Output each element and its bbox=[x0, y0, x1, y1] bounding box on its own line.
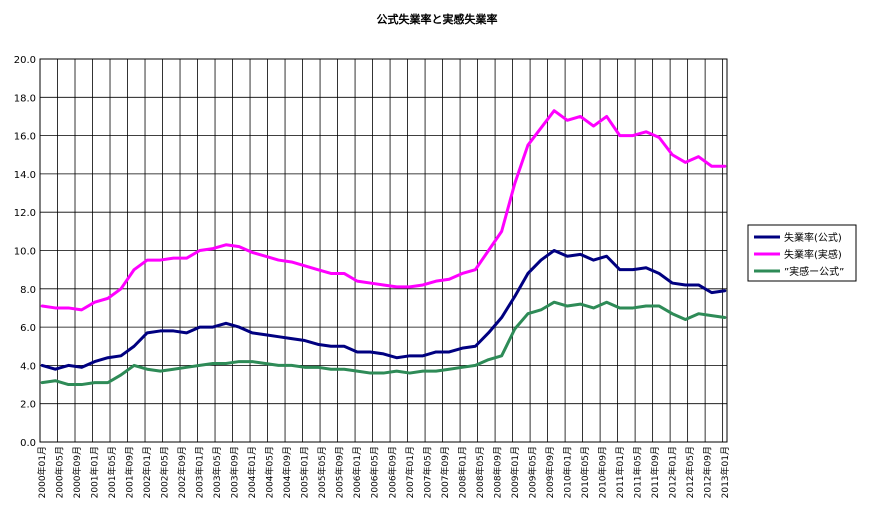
x-tick-label: 2010年05月 bbox=[579, 446, 591, 498]
x-tick-label: 2005年05月 bbox=[316, 446, 328, 498]
x-tick-label: 2012年05月 bbox=[684, 446, 696, 498]
x-tick-label: 2005年01月 bbox=[299, 446, 311, 498]
legend: 失業率(公式) 失業率(実感) ”実感ー公式” bbox=[747, 224, 857, 282]
x-tick-label: 2010年01月 bbox=[561, 446, 573, 498]
x-tick-label: 2012年01月 bbox=[666, 446, 678, 498]
x-tick-label: 2004年01月 bbox=[246, 446, 258, 498]
x-tick-label: 2000年01月 bbox=[36, 446, 48, 498]
x-tick-label: 2006年01月 bbox=[351, 446, 363, 498]
x-tick-label: 2011年09月 bbox=[649, 446, 661, 498]
x-tick-label: 2009年05月 bbox=[526, 446, 538, 498]
series-line-3 bbox=[40, 300, 727, 387]
x-tick-label: 2003年01月 bbox=[194, 446, 206, 498]
x-tick-label: 2011年05月 bbox=[631, 446, 643, 498]
x-tick-label: 2004年05月 bbox=[264, 446, 276, 498]
x-tick-label: 2008年05月 bbox=[474, 446, 486, 498]
y-tick-label: 10.0 bbox=[14, 247, 36, 258]
legend-label: 失業率(公式) bbox=[784, 231, 842, 244]
x-tick-label: 2000年05月 bbox=[54, 446, 66, 498]
x-tick-label: 2007年01月 bbox=[404, 446, 416, 498]
y-tick-label: 2.0 bbox=[20, 400, 36, 411]
y-tick-label: 18.0 bbox=[14, 93, 36, 104]
x-tick-label: 2013年01月 bbox=[719, 446, 731, 498]
y-tick-label: 8.0 bbox=[20, 285, 36, 296]
y-tick-label: 6.0 bbox=[20, 323, 36, 334]
x-tick-label: 2006年05月 bbox=[369, 446, 381, 498]
x-tick-label: 2001年05月 bbox=[106, 446, 118, 498]
legend-label: 失業率(実感) bbox=[784, 248, 842, 261]
x-tick-label: 2001年09月 bbox=[124, 446, 136, 498]
y-axis-ticks: 0.0 2.0 4.0 6.0 8.0 10.0 12.0 14.0 16.0 18.0 20.0 bbox=[14, 55, 36, 449]
x-tick-label: 2008年01月 bbox=[456, 446, 468, 498]
x-tick-label: 2002年09月 bbox=[176, 446, 188, 498]
x-tick-label: 2010年09月 bbox=[596, 446, 608, 498]
legend-label: ”実感ー公式” bbox=[784, 265, 844, 278]
x-tick-label: 2012年09月 bbox=[701, 446, 713, 498]
x-tick-label: 2009年09月 bbox=[544, 446, 556, 498]
series-lines bbox=[40, 109, 727, 387]
x-tick-label: 2002年01月 bbox=[141, 446, 153, 498]
x-tick-label: 2005年09月 bbox=[334, 446, 346, 498]
y-tick-label: 16.0 bbox=[14, 132, 36, 143]
x-axis-ticks: 2000年01月 2000年05月 2000年09月 2001年01月 2001年05月… bbox=[36, 446, 731, 498]
x-tick-label: 2011年01月 bbox=[614, 446, 626, 498]
chart-title: 公式失業率と実感失業率 bbox=[377, 12, 498, 26]
y-tick-label: 0.0 bbox=[20, 438, 36, 449]
x-tick-label: 2007年05月 bbox=[421, 446, 433, 498]
y-tick-label: 20.0 bbox=[14, 55, 36, 66]
x-tick-label: 2008年09月 bbox=[491, 446, 503, 498]
y-tick-label: 12.0 bbox=[14, 208, 36, 219]
y-tick-label: 14.0 bbox=[14, 170, 36, 181]
x-tick-label: 2006年09月 bbox=[386, 446, 398, 498]
x-tick-label: 2001年01月 bbox=[89, 446, 101, 498]
x-tick-label: 2000年09月 bbox=[71, 446, 83, 498]
series-line-1 bbox=[40, 249, 727, 371]
x-tick-label: 2003年05月 bbox=[211, 446, 223, 498]
x-tick-label: 2002年05月 bbox=[159, 446, 171, 498]
y-tick-label: 4.0 bbox=[20, 361, 36, 372]
x-tick-label: 2003年09月 bbox=[229, 446, 241, 498]
series-line-2 bbox=[40, 109, 727, 312]
x-tick-label: 2004年09月 bbox=[281, 446, 293, 498]
x-tick-label: 2009年01月 bbox=[509, 446, 521, 498]
horizontal-gridlines bbox=[40, 58, 727, 443]
x-tick-label: 2007年09月 bbox=[439, 446, 451, 498]
